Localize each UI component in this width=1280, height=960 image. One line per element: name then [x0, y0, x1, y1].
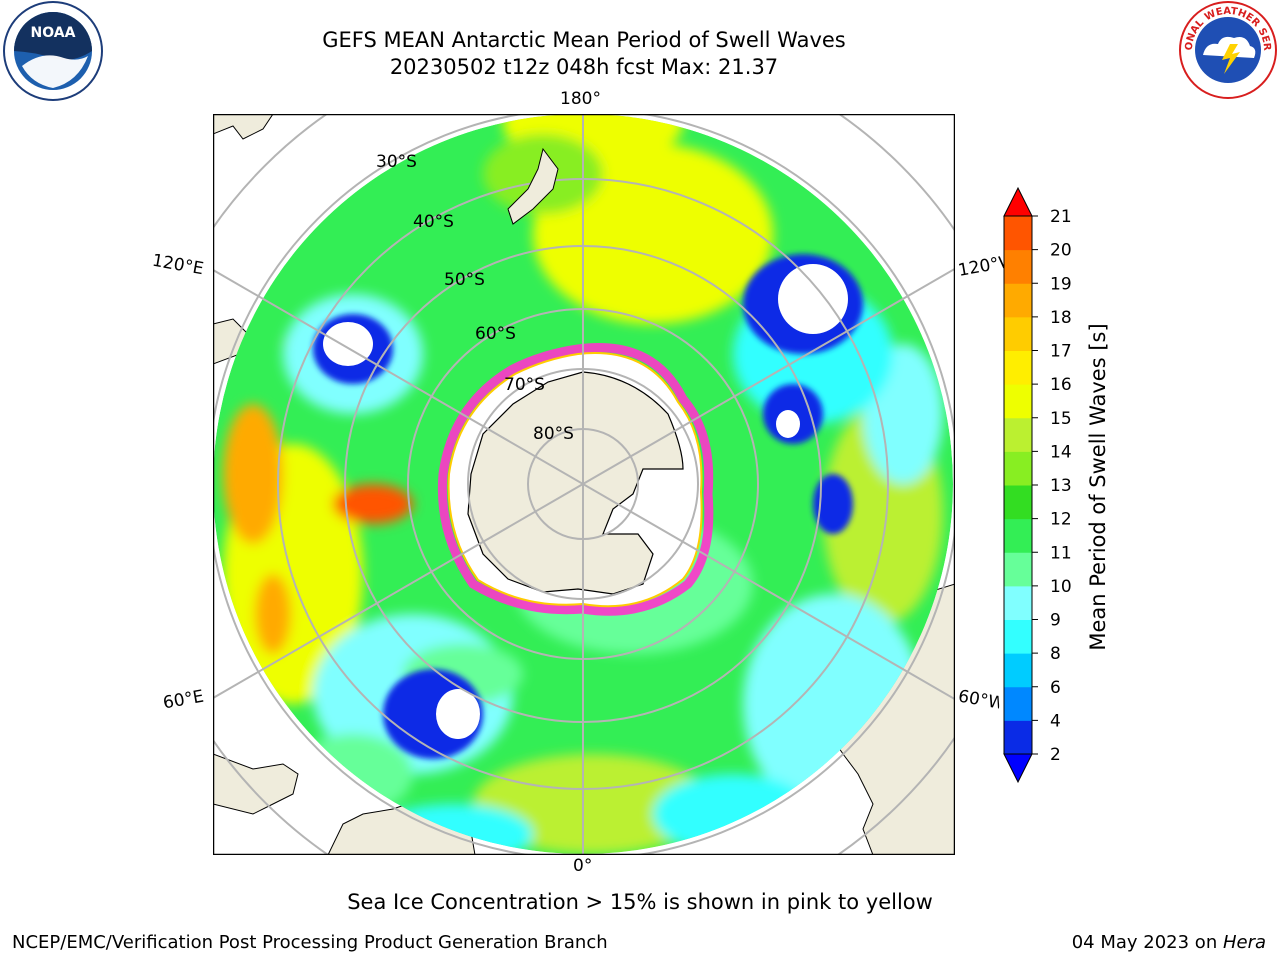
- colorbar-tick-label: 18: [1050, 308, 1072, 328]
- colorbar: 2 4 6 8 9 10 11 12 13 14 15 16 17 18 19 20 21: [1003, 186, 1072, 784]
- colorbar-tick-label: 4: [1050, 711, 1061, 731]
- run-date-text: 04 May 2023 on: [1071, 932, 1223, 953]
- colorbar-band: [1004, 686, 1032, 721]
- colorbar-tick-label: 15: [1050, 409, 1072, 429]
- coastline-overlay: [507, 147, 559, 225]
- colorbar-tick-label: 8: [1050, 644, 1061, 664]
- map-border: [213, 114, 955, 855]
- noaa-logo-text: NOAA: [31, 25, 76, 41]
- colorbar-tick-label: 20: [1050, 241, 1072, 261]
- colorbar-band: [1004, 518, 1032, 553]
- polar-map: [213, 114, 955, 855]
- colorbar-band: [1004, 316, 1032, 351]
- colorbar-tick-label: 21: [1050, 207, 1072, 227]
- colorbar-band: [1004, 619, 1032, 654]
- lon-label-left-upper: 120°E: [150, 250, 206, 280]
- lon-label-bottom: 0°: [573, 856, 593, 876]
- colorbar-band: [1004, 283, 1032, 318]
- colorbar-tick-label: 17: [1050, 342, 1072, 362]
- lon-label-top: 180°: [560, 89, 601, 109]
- lat-label-50s: 50°S: [444, 270, 485, 290]
- colorbar-band: [1004, 720, 1032, 755]
- sea-ice-note: Sea Ice Concentration > 15% is shown in …: [347, 890, 933, 914]
- chart-subtitle: 20230502 t12z 048h fcst Max: 21.37: [389, 55, 779, 79]
- lon-label-left-lower: 60°E: [161, 686, 206, 714]
- lat-label-40s: 40°S: [413, 212, 454, 232]
- graticule: [213, 114, 955, 855]
- colorbar-tick-label: 16: [1050, 375, 1072, 395]
- colorbar-extend-high: [1003, 186, 1033, 217]
- machine-name: Hera: [1222, 932, 1266, 953]
- chart-title: GEFS MEAN Antarctic Mean Period of Swell…: [322, 28, 846, 52]
- noaa-logo-icon: NOAA: [3, 1, 103, 101]
- colorbar-band: [1004, 384, 1032, 419]
- colorbar-tick-label: 11: [1050, 543, 1072, 563]
- colorbar-band: [1004, 216, 1032, 251]
- lat-label-70s: 70°S: [504, 375, 545, 395]
- nws-logo-icon: NATIONAL WEATHER SERVICE: [1178, 0, 1277, 99]
- colorbar-tick-label: 19: [1050, 274, 1072, 294]
- colorbar-tick-label: 10: [1050, 577, 1072, 597]
- colorbar-band: [1004, 653, 1032, 688]
- colorbar-band: [1004, 485, 1032, 520]
- lon-label-right-lower: 60°W: [956, 686, 1002, 714]
- colorbar-extend-low: [1003, 753, 1033, 784]
- colorbar-band: [1004, 451, 1032, 486]
- colorbar-tick-label: 12: [1050, 510, 1072, 530]
- colorbar-tick-label: 6: [1050, 678, 1061, 698]
- lat-label-30s: 30°S: [376, 152, 417, 172]
- colorbar-band: [1004, 417, 1032, 452]
- colorbar-label: Mean Period of Swell Waves [s]: [1086, 323, 1110, 651]
- lat-label-60s: 60°S: [475, 324, 516, 344]
- branch-credit: NCEP/EMC/Verification Post Processing Pr…: [12, 932, 608, 953]
- colorbar-band: [1004, 249, 1032, 284]
- colorbar-tick-label: 9: [1050, 611, 1061, 631]
- colorbar-band: [1004, 585, 1032, 620]
- colorbar-tick-label: 13: [1050, 476, 1072, 496]
- colorbar-band: [1004, 552, 1032, 587]
- run-date: 04 May 2023 on Hera: [1072, 932, 1266, 953]
- colorbar-band: [1004, 350, 1032, 385]
- lat-label-80s: 80°S: [533, 424, 574, 444]
- colorbar-tick-label: 14: [1050, 442, 1072, 462]
- colorbar-tick-label: 2: [1050, 745, 1061, 765]
